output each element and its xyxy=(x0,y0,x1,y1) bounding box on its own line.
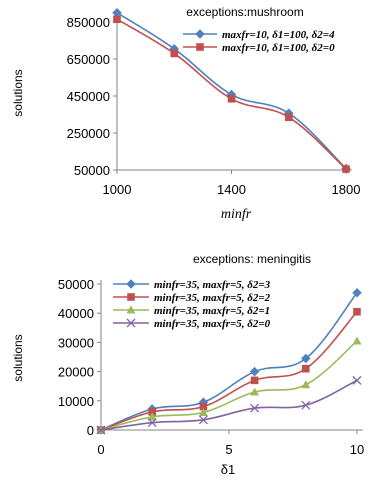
mushroom-y-axis-label: solutions xyxy=(11,69,25,116)
y-tick-label: 50000 xyxy=(58,277,94,292)
data-point-s3-4 xyxy=(250,387,260,396)
meningitis-chart: exceptions: meningitis solutions δ1 0100… xyxy=(11,252,364,477)
x-tick-label: 5 xyxy=(225,442,232,457)
x-tick-label: 1800 xyxy=(332,182,361,197)
data-point-s3-2 xyxy=(147,412,157,421)
y-tick-label: 650000 xyxy=(67,52,110,67)
data-point-s4-6 xyxy=(352,375,362,385)
legend-marker-2 xyxy=(127,293,135,301)
y-tick-label: 20000 xyxy=(58,365,94,380)
legend-label-1: minfr=35, maxfr=5, δ2=3 xyxy=(154,279,271,291)
legend-label-4: minfr=35, maxfr=5, δ2=0 xyxy=(154,318,271,330)
y-tick-label: 40000 xyxy=(58,306,94,321)
data-point-s1-6 xyxy=(352,287,362,298)
data-point-s2-4 xyxy=(284,113,293,122)
data-point-s4-3 xyxy=(198,415,208,425)
data-point-s3-6 xyxy=(352,336,362,345)
legend-label-1: maxfr=10, δ1=100, δ2=4 xyxy=(222,29,335,41)
data-point-s4-2 xyxy=(147,418,157,428)
mushroom-x-axis-label: minfr xyxy=(221,207,252,222)
y-tick-label: 850000 xyxy=(67,15,110,30)
y-tick-label: 0 xyxy=(87,423,94,438)
data-point-s2-2 xyxy=(148,408,156,416)
y-tick-label: 10000 xyxy=(58,394,94,409)
data-point-s2-1 xyxy=(113,15,121,24)
mushroom-chart: exceptions:mushroom solutions minfr 5000… xyxy=(11,5,360,222)
y-tick-label: 30000 xyxy=(58,335,94,350)
legend-label-2: maxfr=10, δ1=100, δ2=0 xyxy=(222,42,335,54)
data-point-s4-4 xyxy=(250,403,260,413)
data-point-s4-1 xyxy=(96,425,106,435)
meningitis-y-axis-label: solutions xyxy=(11,334,25,381)
data-point-s1-5 xyxy=(300,353,311,364)
data-point-s3-5 xyxy=(301,380,311,389)
y-tick-label: 250000 xyxy=(67,126,110,141)
data-point-s2-6 xyxy=(353,307,361,316)
data-point-s2-4 xyxy=(250,376,259,385)
series-line-3 xyxy=(100,340,358,431)
data-point-s4-5 xyxy=(301,400,311,410)
legend-marker-2 xyxy=(196,43,204,51)
data-point-s2-3 xyxy=(227,94,236,103)
legend-marker-1 xyxy=(195,29,205,39)
data-point-s1-4 xyxy=(249,366,260,377)
data-point-s3-3 xyxy=(198,407,208,416)
legend-marker-1 xyxy=(126,279,136,289)
meningitis-chart-title: exceptions: meningitis xyxy=(193,252,311,266)
series-line-4 xyxy=(100,379,358,431)
legend-marker-4 xyxy=(126,318,136,328)
x-tick-label: 1000 xyxy=(103,182,132,197)
data-point-s2-2 xyxy=(170,49,179,58)
y-tick-label: 450000 xyxy=(67,89,110,104)
x-tick-label: 0 xyxy=(97,442,104,457)
legend-label-2: minfr=35, maxfr=5, δ2=2 xyxy=(154,292,271,304)
meningitis-x-axis-label: δ1 xyxy=(221,462,235,477)
data-point-s2-5 xyxy=(342,165,350,173)
data-point-s2-3 xyxy=(199,402,208,411)
legend-label-3: minfr=35, maxfr=5, δ2=1 xyxy=(154,305,270,317)
mushroom-chart-title: exceptions:mushroom xyxy=(186,5,303,19)
x-tick-label: 10 xyxy=(350,442,364,457)
data-point-s2-5 xyxy=(302,364,310,373)
y-tick-label: 50000 xyxy=(74,163,110,178)
legend-marker-3 xyxy=(126,305,136,314)
x-tick-label: 1400 xyxy=(217,182,246,197)
